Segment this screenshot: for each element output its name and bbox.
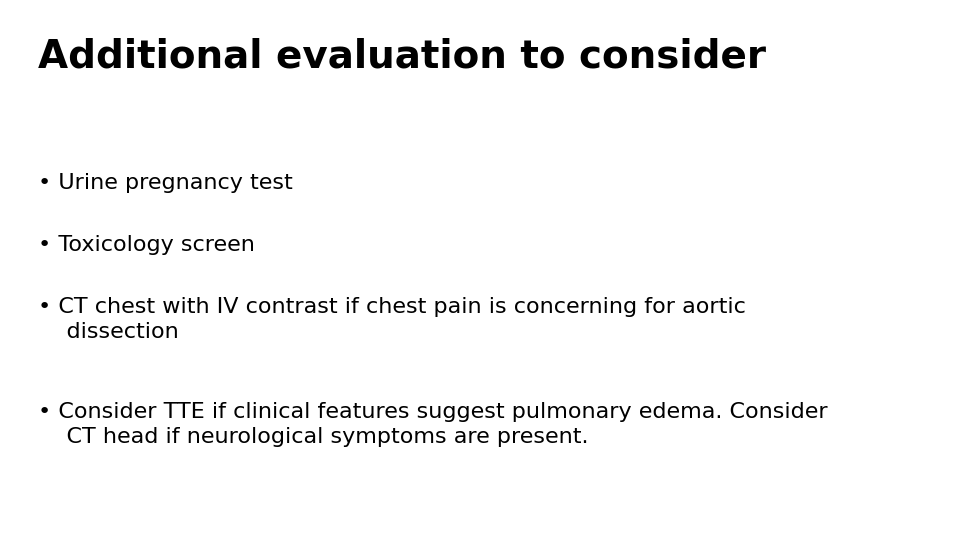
Text: • CT chest with IV contrast if chest pain is concerning for aortic
    dissectio: • CT chest with IV contrast if chest pai… [38, 297, 746, 342]
Text: • Urine pregnancy test: • Urine pregnancy test [38, 173, 293, 193]
Text: • Consider TTE if clinical features suggest pulmonary edema. Consider
    CT hea: • Consider TTE if clinical features sugg… [38, 402, 828, 447]
Text: • Toxicology screen: • Toxicology screen [38, 235, 255, 255]
Text: Additional evaluation to consider: Additional evaluation to consider [38, 38, 766, 76]
